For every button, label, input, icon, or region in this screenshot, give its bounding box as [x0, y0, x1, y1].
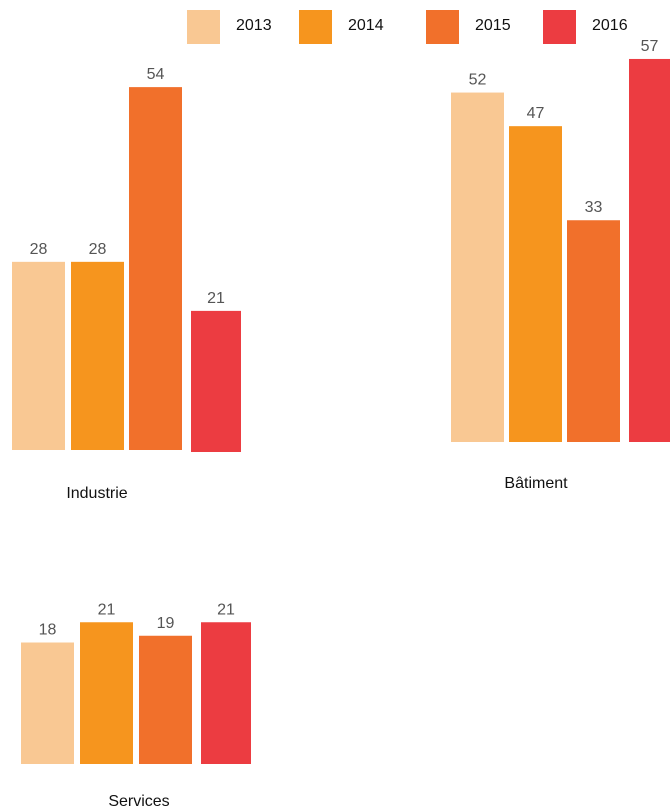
legend-label-2015: 2015	[475, 17, 511, 34]
legend-swatch-2014	[299, 10, 332, 44]
bar-industrie-2016	[191, 310, 241, 452]
legend-swatch-2013	[187, 10, 220, 44]
bar-batiment-2014	[509, 126, 562, 442]
value-label-services-2013: 18	[39, 622, 57, 639]
value-label-industrie-2016: 21	[207, 290, 225, 307]
legend-label-2013: 2013	[236, 17, 272, 34]
value-label-industrie-2014: 28	[89, 241, 107, 258]
legend-label-2014: 2014	[348, 17, 384, 34]
legend-swatch-2016	[543, 10, 576, 44]
bar-industrie-2015	[129, 87, 182, 451]
value-label-services-2014: 21	[98, 601, 116, 618]
value-label-batiment-2016: 57	[641, 38, 659, 55]
category-label-industrie: Industrie	[66, 485, 127, 502]
value-label-industrie-2013: 28	[30, 241, 48, 258]
value-label-batiment-2013: 52	[469, 72, 487, 89]
value-label-industrie-2015: 54	[147, 66, 165, 83]
legend-swatch-2015	[426, 10, 459, 44]
bar-industrie-2013	[12, 261, 65, 450]
bar-batiment-2015	[567, 220, 620, 442]
bar-services-2015	[139, 635, 192, 764]
bar-services-2013	[21, 642, 74, 764]
panel-batiment: 52 47 33 57 Bâtiment	[451, 38, 670, 492]
category-label-services: Services	[108, 793, 169, 807]
legend-label-2016: 2016	[592, 17, 628, 34]
category-label-batiment: Bâtiment	[504, 475, 568, 492]
bar-batiment-2013	[451, 92, 504, 442]
panel-services: 18 21 19 21 Services	[21, 601, 251, 807]
value-label-batiment-2015: 33	[585, 199, 603, 216]
bar-services-2016	[201, 622, 251, 764]
value-label-services-2016: 21	[217, 601, 235, 618]
bar-industrie-2014	[71, 261, 124, 450]
bar-services-2014	[80, 622, 133, 764]
bar-batiment-2016	[629, 58, 670, 443]
value-label-batiment-2014: 47	[527, 105, 545, 122]
panel-industrie: 28 28 54 21 Industrie	[12, 66, 241, 502]
value-label-services-2015: 19	[157, 615, 175, 632]
